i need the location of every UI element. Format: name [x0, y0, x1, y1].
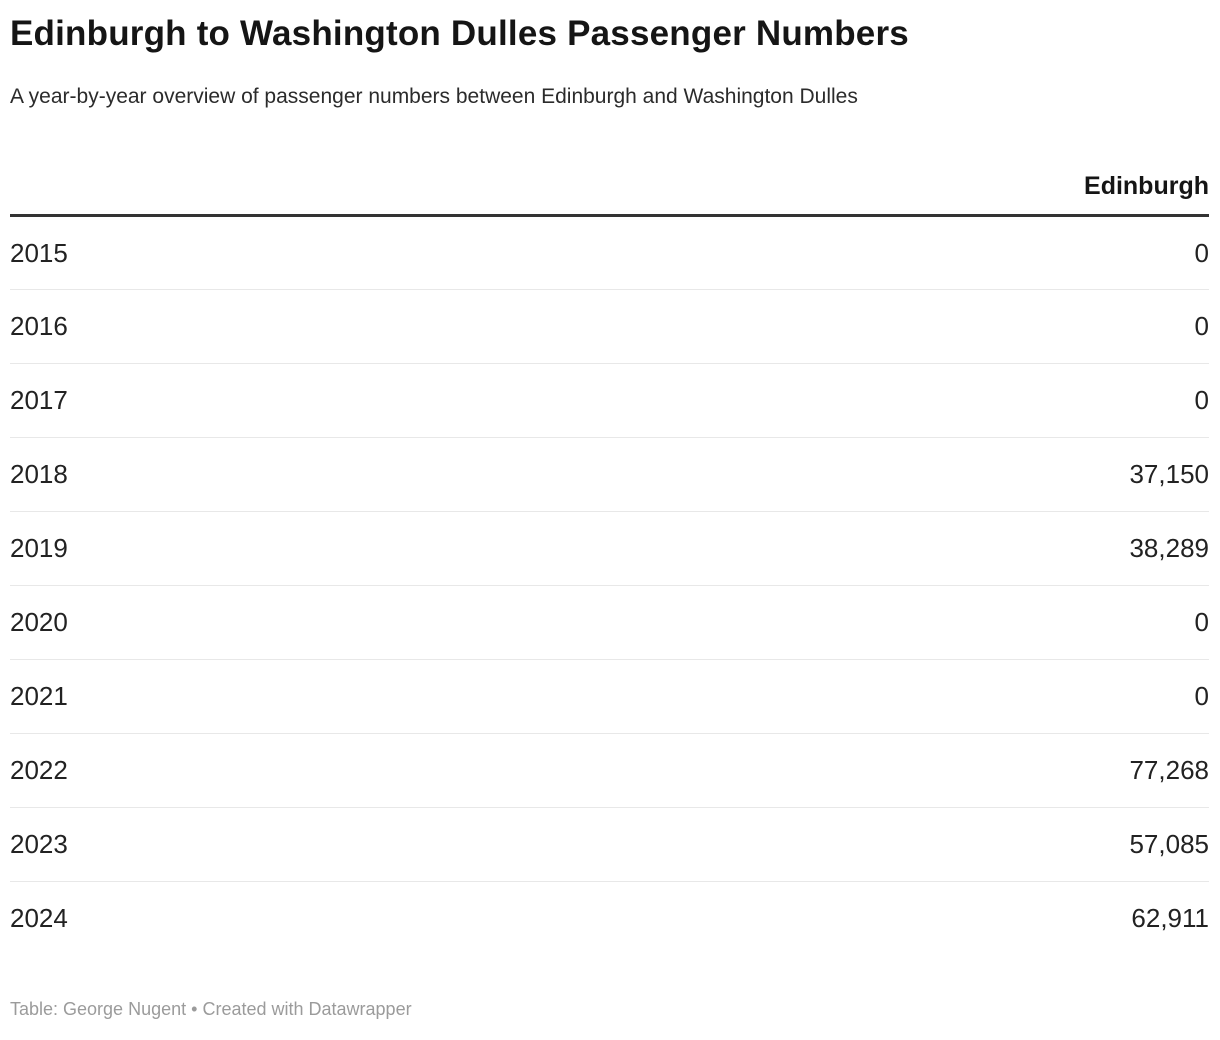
column-header-year	[10, 172, 389, 216]
year-cell: 2021	[10, 681, 68, 711]
table-row: 2022 77,268	[10, 733, 1209, 808]
value-cell: 0	[1194, 607, 1209, 637]
table-row: 2018 37,150	[10, 437, 1209, 512]
datawrapper-credit-link[interactable]: Created with Datawrapper	[202, 998, 412, 1019]
attribution-text: Table: George Nugent	[10, 998, 187, 1019]
table-row: 2023 57,085	[10, 807, 1209, 882]
page-subtitle: A year-by-year overview of passenger num…	[10, 85, 858, 108]
value-cell: 38,289	[1129, 533, 1209, 563]
value-cell: 0	[1194, 237, 1209, 268]
year-cell: 2019	[10, 533, 68, 563]
table-body: 2015 0 2016 0 2017 0 2018 37,150 2019 38…	[10, 216, 1209, 956]
table-row: 2017 0	[10, 363, 1209, 438]
table-row: 2021 0	[10, 659, 1209, 734]
table-row: 2019 38,289	[10, 511, 1209, 586]
table-row: 2016 0	[10, 289, 1209, 364]
page-title: Edinburgh to Washington Dulles Passenger…	[10, 14, 909, 53]
column-header-edinburgh: Edinburgh	[1084, 172, 1209, 200]
table-row: 2015 0	[10, 216, 1209, 290]
passenger-numbers-table: Edinburgh 2015 0 2016 0 2017 0 2018 37,1…	[10, 172, 1209, 956]
value-cell: 57,085	[1129, 829, 1209, 859]
table-footer: Table: George Nugent • Created with Data…	[10, 998, 1209, 1020]
year-cell: 2024	[10, 903, 68, 934]
footer-separator: •	[191, 998, 198, 1019]
value-cell: 0	[1194, 681, 1209, 711]
year-cell: 2022	[10, 755, 68, 785]
year-cell: 2023	[10, 829, 68, 859]
value-cell: 62,911	[1131, 903, 1209, 934]
table-header: Edinburgh	[10, 172, 1209, 216]
year-cell: 2015	[10, 237, 68, 268]
table-row: 2024 62,911	[10, 881, 1209, 956]
value-cell: 37,150	[1129, 459, 1209, 489]
year-cell: 2020	[10, 607, 68, 637]
year-cell: 2017	[10, 385, 68, 415]
year-cell: 2018	[10, 459, 68, 489]
value-cell: 77,268	[1129, 755, 1209, 785]
table-header-row: Edinburgh	[10, 172, 1209, 216]
value-cell: 0	[1194, 385, 1209, 415]
year-cell: 2016	[10, 311, 68, 341]
value-cell: 0	[1194, 311, 1209, 341]
table-row: 2020 0	[10, 585, 1209, 660]
